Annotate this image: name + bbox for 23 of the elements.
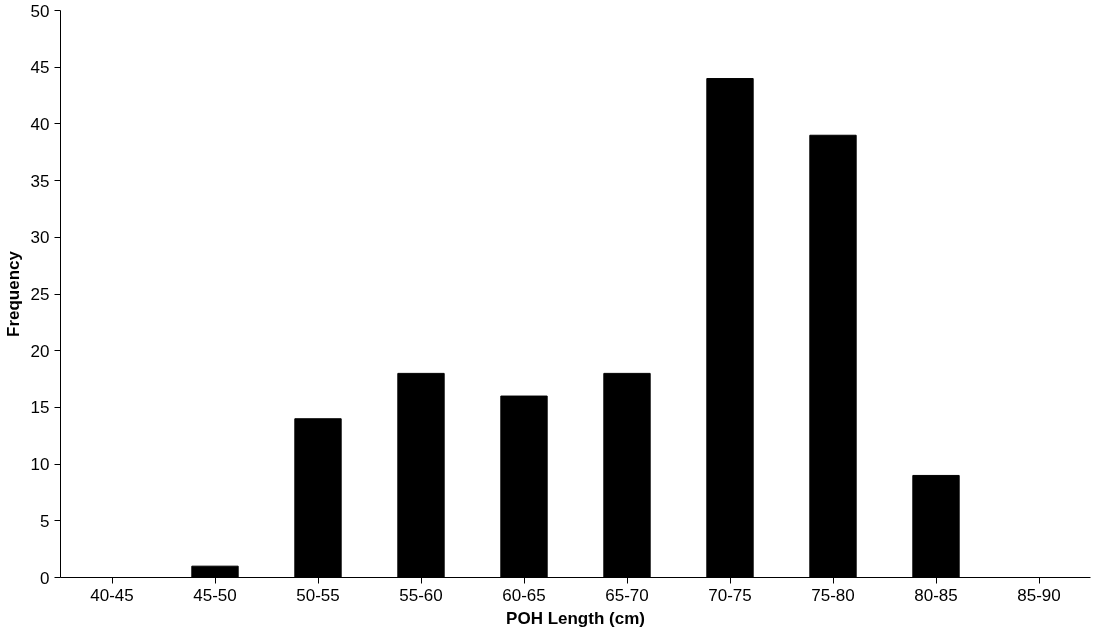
x-tick-label: 80-85 <box>914 585 958 605</box>
y-tick-label: 10 <box>30 455 50 475</box>
y-tick-label: 0 <box>40 568 50 588</box>
x-tick-label: 75-80 <box>811 585 855 605</box>
x-axis-title: POH Length (cm) <box>506 608 645 628</box>
x-tick-label: 60-65 <box>502 585 546 605</box>
y-tick-label: 40 <box>30 114 50 134</box>
x-tick-label: 40-45 <box>90 585 134 605</box>
y-tick-label: 30 <box>30 228 50 248</box>
y-tick-label: 35 <box>30 171 50 191</box>
x-tick-label: 85-90 <box>1017 585 1061 605</box>
y-axis-title: Frequency <box>3 250 23 337</box>
x-tick-label: 50-55 <box>296 585 340 605</box>
y-tick-label: 15 <box>30 398 50 418</box>
x-tick-label: 45-50 <box>193 585 237 605</box>
y-tick-label: 25 <box>30 285 50 304</box>
x-tick-label: 55-60 <box>399 585 443 605</box>
y-tick-label: 5 <box>40 511 50 531</box>
y-tick-label: 45 <box>30 58 50 78</box>
x-tick-label: 65-70 <box>605 585 649 605</box>
y-tick-label: 20 <box>30 341 50 361</box>
y-tick-label: 50 <box>30 1 50 21</box>
x-tick-label: 70-75 <box>708 585 752 605</box>
